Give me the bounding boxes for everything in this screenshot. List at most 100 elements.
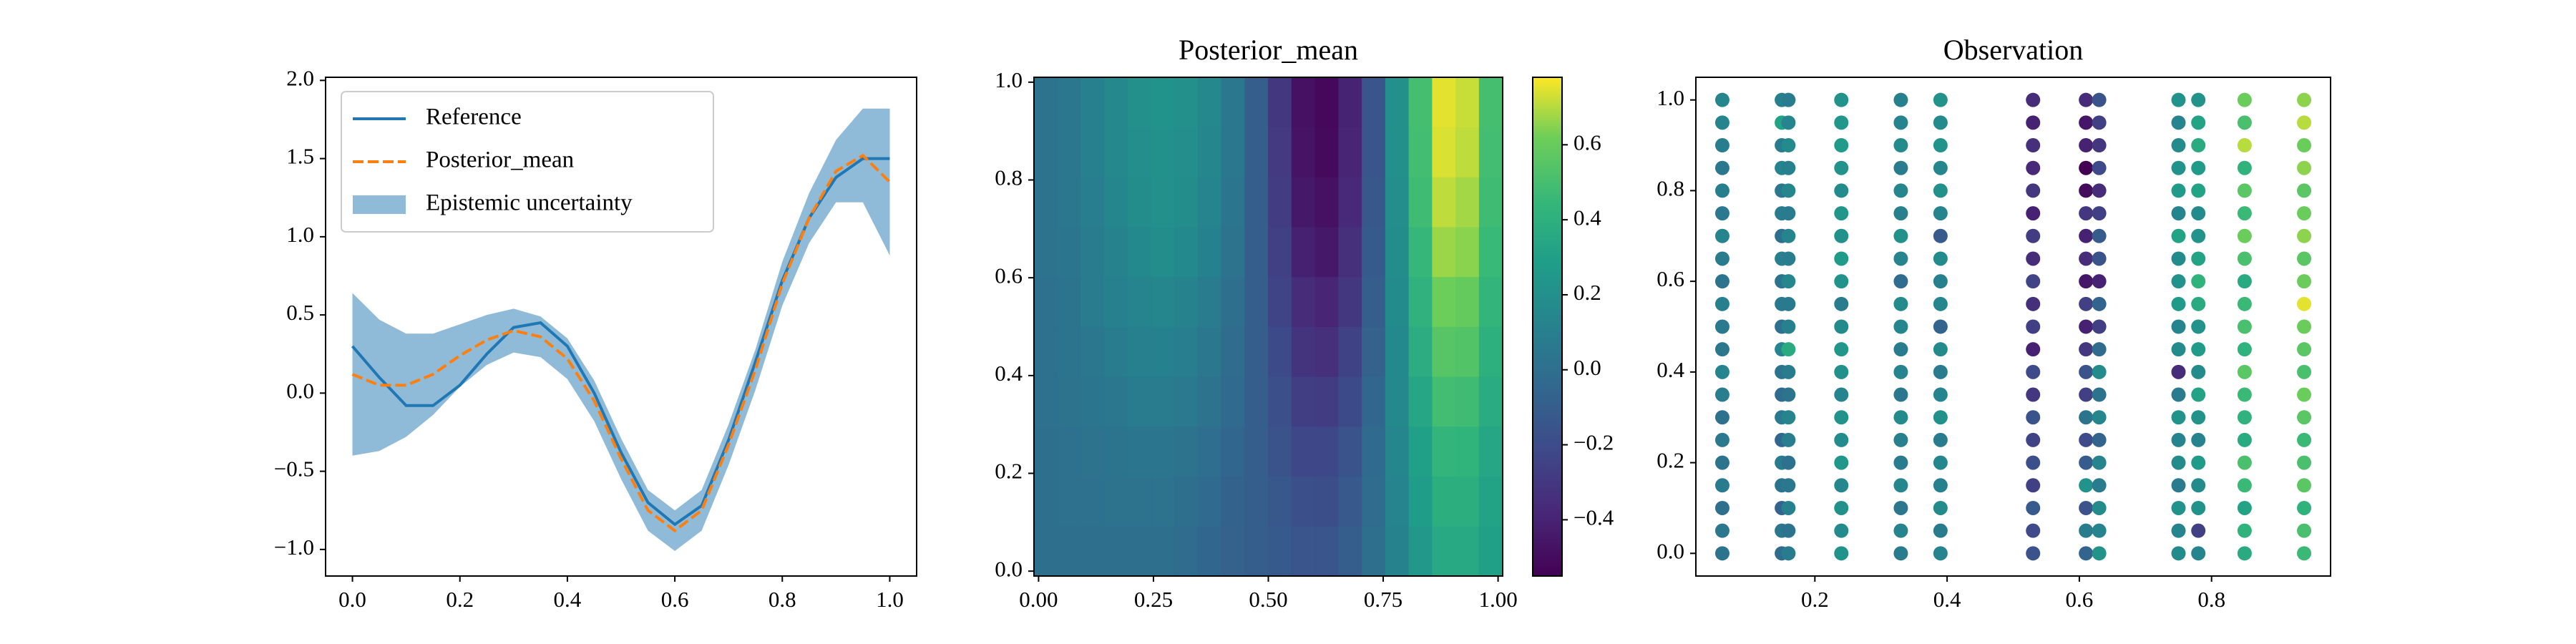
heatmap-cell: [1033, 376, 1058, 427]
scatter-point: [2171, 228, 2186, 243]
scatter-point: [2092, 387, 2107, 402]
heatmap-cell: [1478, 226, 1503, 278]
scatter-point: [2026, 160, 2041, 175]
heatmap-cell: [1478, 176, 1503, 228]
colorbar-tick-label: 0.0: [1574, 355, 1601, 380]
scatter-point: [2092, 92, 2107, 107]
heatmap-cell: [1432, 476, 1456, 527]
scatter-point: [2079, 523, 2094, 538]
heatmap-cell: [1221, 426, 1246, 477]
heatmap-cell: [1314, 127, 1340, 177]
scatter-point: [2092, 342, 2107, 357]
heatmap-cell: [1478, 127, 1503, 177]
scatter-point: [1781, 410, 1796, 425]
x-tick-label: 0.25: [1134, 587, 1173, 612]
heatmap-cell: [1268, 77, 1292, 128]
scatter-point: [2191, 228, 2206, 243]
scatter-point: [1893, 138, 1908, 153]
scatter-point: [2026, 546, 2041, 561]
y-tick-label: 1.0: [286, 222, 314, 247]
scatter-point: [2191, 364, 2206, 379]
scatter-point: [2191, 432, 2206, 447]
scatter-point: [2079, 160, 2094, 175]
scatter-point: [1714, 183, 1729, 198]
scatter-point: [1781, 138, 1796, 153]
scatter-point: [1834, 296, 1849, 311]
scatter-point: [1933, 387, 1948, 402]
heatmap-cell: [1033, 176, 1058, 228]
heatmap-cell: [1268, 176, 1292, 228]
scatter-point: [1893, 387, 1908, 402]
scatter-point: [2237, 228, 2252, 243]
scatter-point: [1714, 160, 1729, 175]
axes: 0.00 0.25 0.50 0.75 1.00 0.0 0.2 0.4 0.6 0.8 1.0: [995, 67, 1517, 612]
scatter-point: [1834, 183, 1849, 198]
scatter-point: [2171, 319, 2186, 334]
legend-label: Epistemic uncertainty: [426, 190, 633, 216]
scatter-point: [1834, 138, 1849, 153]
scatter-point: [1893, 115, 1908, 130]
scatter-point: [2079, 274, 2094, 289]
heatmap-cell: [1385, 525, 1410, 577]
scatter-point: [1781, 206, 1796, 221]
heatmap-cell: [1291, 525, 1316, 577]
heatmap-cell: [1432, 226, 1456, 278]
scatter-point: [1781, 228, 1796, 243]
heatmap-cell: [1080, 326, 1105, 377]
heatmap-cell: [1408, 226, 1433, 278]
heatmap-cell: [1268, 326, 1292, 377]
heatmap-cell: [1057, 226, 1081, 278]
colorbar-tick-label: −0.2: [1574, 430, 1614, 455]
scatter-point: [2171, 500, 2186, 515]
heatmap-cell: [1455, 525, 1480, 577]
heatmap-cell: [1103, 176, 1128, 228]
scatter-point: [2092, 115, 2107, 130]
scatter-point: [2092, 183, 2107, 198]
heatmap-cell: [1478, 476, 1503, 527]
scatter-point: [1933, 274, 1948, 289]
scatter-point: [1834, 455, 1849, 470]
scatter-point: [2079, 387, 2094, 402]
heatmap-cell: [1432, 326, 1456, 377]
scatter-point: [2297, 432, 2312, 447]
scatter-point: [2026, 296, 2041, 311]
scatter-point: [1893, 500, 1908, 515]
heatmap-cell: [1197, 525, 1222, 577]
scatter-point: [2079, 319, 2094, 334]
scatter-point: [1893, 342, 1908, 357]
heatmap-cell: [1408, 376, 1433, 427]
heatmap-cell: [1314, 276, 1340, 327]
heatmap-cell: [1291, 376, 1316, 427]
scatter-point: [2297, 228, 2312, 243]
heatmap-cell: [1408, 276, 1433, 327]
scatter-point: [2191, 319, 2206, 334]
heatmap-cell: [1432, 426, 1456, 477]
scatter-point: [1714, 478, 1729, 493]
scatter-point: [2191, 92, 2206, 107]
scatter-point: [1933, 410, 1948, 425]
heatmap-cell: [1244, 176, 1269, 228]
heatmap-cell: [1197, 127, 1222, 177]
scatter-point: [1834, 115, 1849, 130]
scatter-point: [1781, 546, 1796, 561]
heatmap-cell: [1103, 276, 1128, 327]
heatmap-cell: [1338, 127, 1362, 177]
heatmap-cell: [1362, 127, 1386, 177]
scatter-point: [2191, 523, 2206, 538]
heatmap-cell: [1362, 226, 1386, 278]
scatter-point: [2297, 387, 2312, 402]
heatmap-cell: [1338, 326, 1362, 377]
scatter-point: [2171, 478, 2186, 493]
heatmap-cell: [1174, 476, 1199, 527]
scatter-point: [2092, 546, 2107, 561]
scatter-point: [2171, 546, 2186, 561]
scatter-point: [2171, 455, 2186, 470]
heatmap-cell: [1408, 77, 1433, 128]
y-tick-label: −1.0: [274, 535, 314, 560]
heatmap-cell: [1244, 127, 1269, 177]
heatmap-cell: [1455, 476, 1480, 527]
scatter-point: [1714, 206, 1729, 221]
x-tick-label: 0.00: [1019, 587, 1058, 612]
heatmap-cell: [1478, 276, 1503, 327]
scatter-point: [1714, 410, 1729, 425]
